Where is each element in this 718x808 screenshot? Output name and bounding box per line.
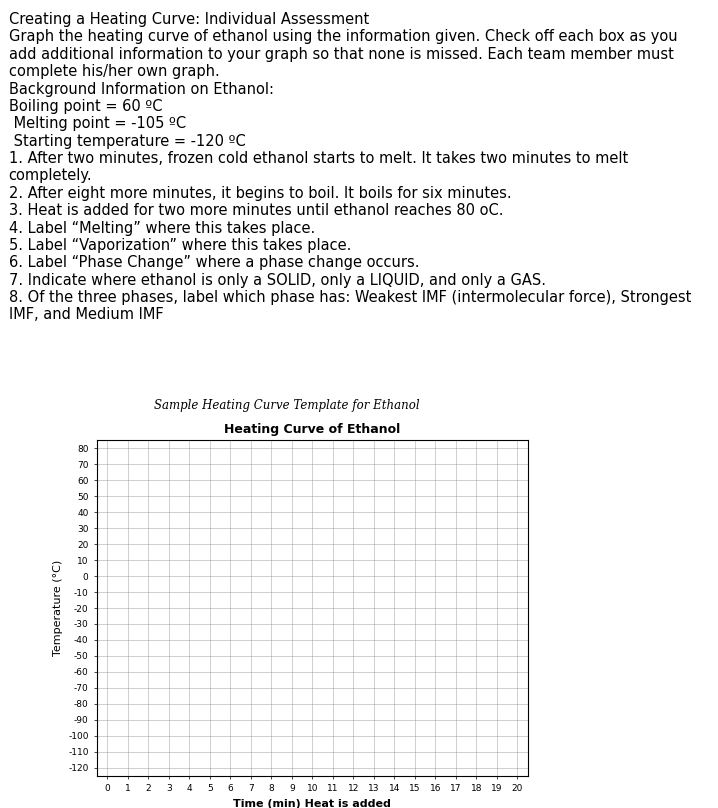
Text: 7. Indicate where ethanol is only a SOLID, only a LIQUID, and only a GAS.: 7. Indicate where ethanol is only a SOLI… xyxy=(9,272,546,288)
Text: Graph the heating curve of ethanol using the information given. Check off each b: Graph the heating curve of ethanol using… xyxy=(9,29,677,44)
Text: Creating a Heating Curve: Individual Assessment: Creating a Heating Curve: Individual Ass… xyxy=(9,12,369,27)
Text: Sample Heating Curve Template for Ethanol: Sample Heating Curve Template for Ethano… xyxy=(154,399,420,412)
Text: IMF, and Medium IMF: IMF, and Medium IMF xyxy=(9,308,163,322)
Title: Heating Curve of Ethanol: Heating Curve of Ethanol xyxy=(224,423,401,436)
Y-axis label: Temperature (°C): Temperature (°C) xyxy=(52,560,62,656)
Text: completely.: completely. xyxy=(9,168,92,183)
Text: Background Information on Ethanol:: Background Information on Ethanol: xyxy=(9,82,274,97)
Text: 3. Heat is added for two more minutes until ethanol reaches 80 oC.: 3. Heat is added for two more minutes un… xyxy=(9,203,503,218)
Text: 4. Label “Melting” where this takes place.: 4. Label “Melting” where this takes plac… xyxy=(9,221,315,236)
Text: add additional information to your graph so that none is missed. Each team membe: add additional information to your graph… xyxy=(9,47,673,62)
Text: 2. After eight more minutes, it begins to boil. It boils for six minutes.: 2. After eight more minutes, it begins t… xyxy=(9,186,511,201)
Text: Boiling point = 60 ºC: Boiling point = 60 ºC xyxy=(9,99,162,114)
X-axis label: Time (min) Heat is added: Time (min) Heat is added xyxy=(233,798,391,808)
Text: complete his/her own graph.: complete his/her own graph. xyxy=(9,65,220,79)
Text: 5. Label “Vaporization” where this takes place.: 5. Label “Vaporization” where this takes… xyxy=(9,238,351,253)
Text: Melting point = -105 ºC: Melting point = -105 ºC xyxy=(9,116,186,132)
Text: 1. After two minutes, frozen cold ethanol starts to melt. It takes two minutes t: 1. After two minutes, frozen cold ethano… xyxy=(9,151,628,166)
Text: 6. Label “Phase Change” where a phase change occurs.: 6. Label “Phase Change” where a phase ch… xyxy=(9,255,419,271)
Text: 8. Of the three phases, label which phase has: Weakest IMF (intermolecular force: 8. Of the three phases, label which phas… xyxy=(9,290,691,305)
Text: Starting temperature = -120 ºC: Starting temperature = -120 ºC xyxy=(9,133,246,149)
